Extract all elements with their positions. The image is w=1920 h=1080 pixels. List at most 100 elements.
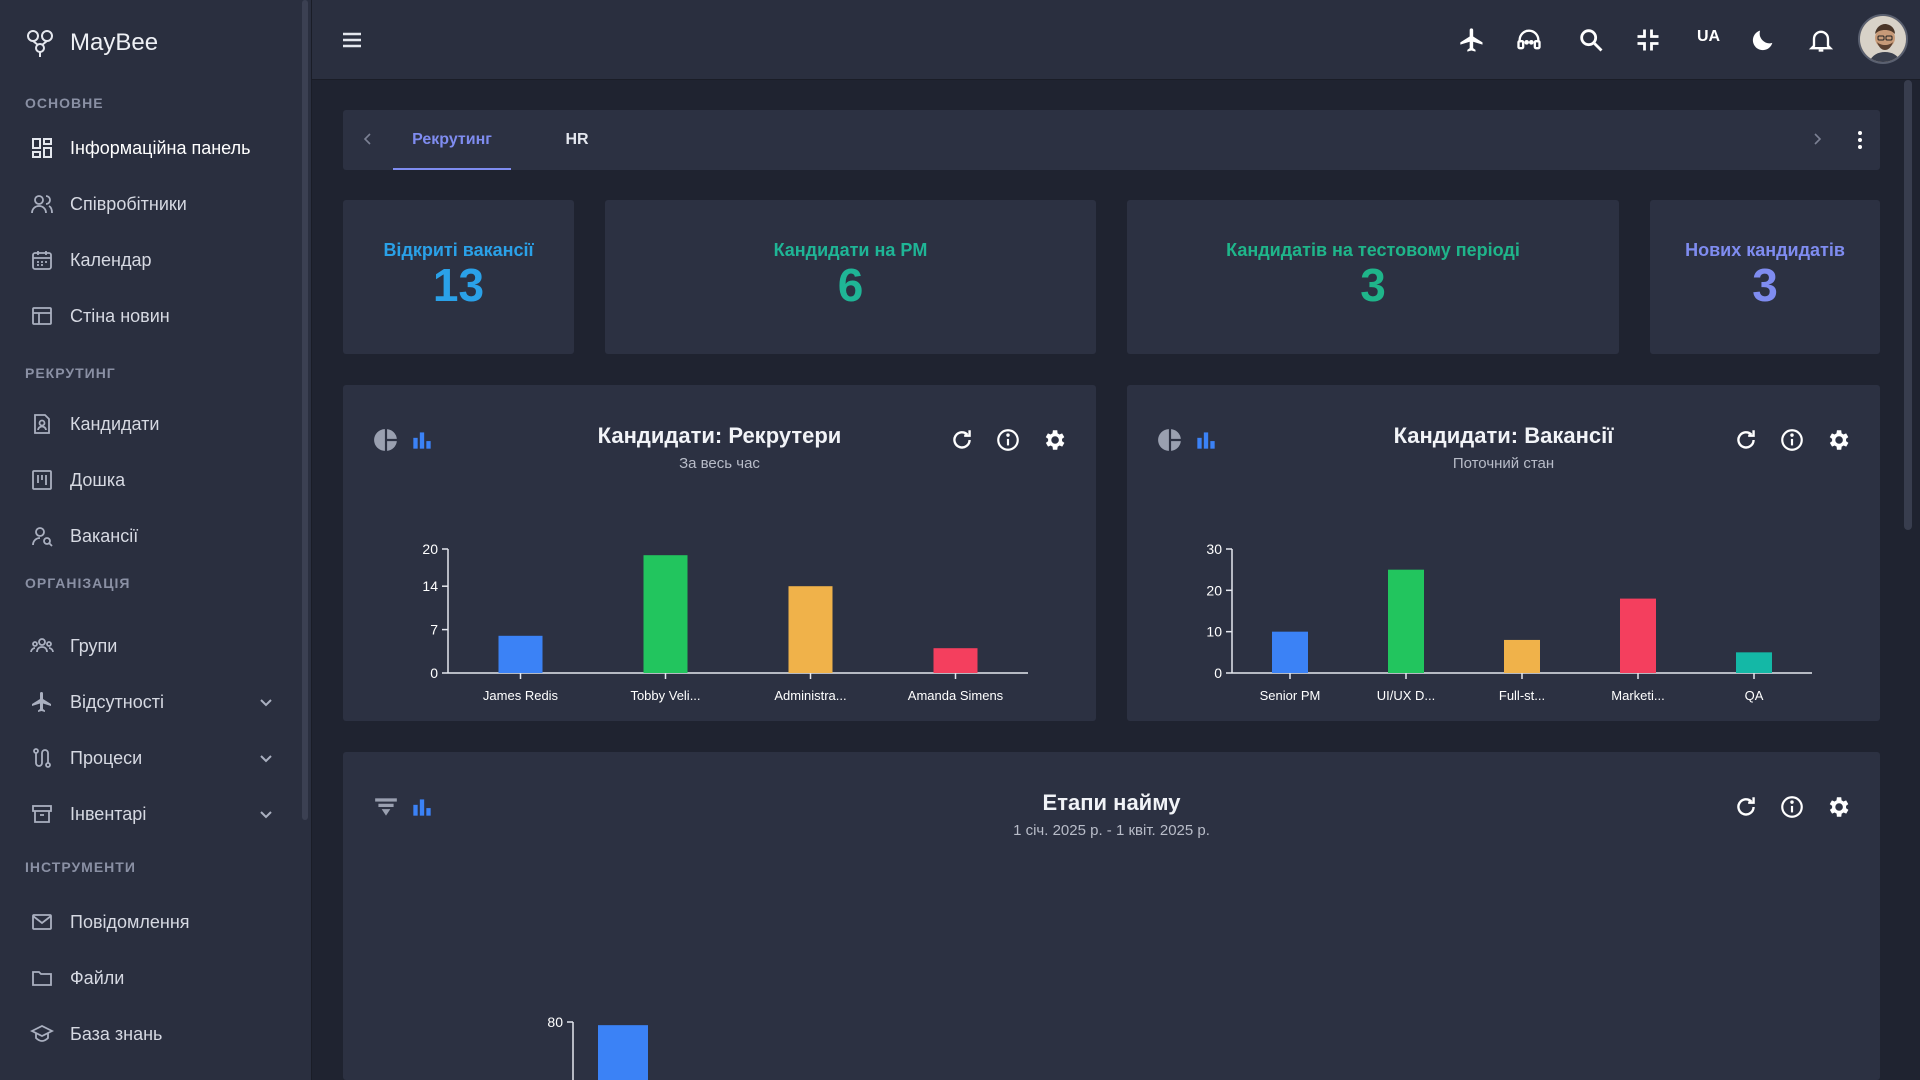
sidebar-item-files[interactable]: Файли xyxy=(0,950,311,1006)
section-organization: ОРГАНІЗАЦІЯ xyxy=(25,575,131,591)
dashboard-icon xyxy=(32,138,52,158)
info-icon[interactable] xyxy=(1779,427,1805,453)
avatar[interactable] xyxy=(1858,14,1908,64)
search-icon[interactable] xyxy=(1577,26,1605,54)
stat-value: 6 xyxy=(837,259,864,311)
calendar-icon xyxy=(32,251,52,270)
bar xyxy=(643,555,688,673)
bell-icon[interactable] xyxy=(1807,26,1835,54)
pie-chart-icon[interactable] xyxy=(1157,427,1183,453)
sidebar-item-candidates[interactable]: Кандидати xyxy=(0,396,311,452)
pie-chart-icon[interactable] xyxy=(373,427,399,453)
chevron-down-icon[interactable] xyxy=(258,750,274,766)
sidebar-item-news[interactable]: Стіна новин xyxy=(0,288,311,344)
sidebar-item-label: Кандидати xyxy=(70,413,160,434)
gear-icon[interactable] xyxy=(1825,794,1851,820)
brand[interactable]: MayBee xyxy=(0,0,311,86)
info-icon[interactable] xyxy=(1779,794,1805,820)
sidebar-item-label: Інформаційна панель xyxy=(70,137,251,158)
vacancy-search-icon xyxy=(32,527,53,547)
archive-icon xyxy=(32,805,52,823)
refresh-icon[interactable] xyxy=(949,427,975,453)
recruiters-bar-chart: 0 7 14 20 James Redis Tobby Veli... Administra… xyxy=(422,541,1028,703)
gear-icon[interactable] xyxy=(1825,427,1851,453)
bar-chart-icon[interactable] xyxy=(409,794,435,820)
sidebar-scrollbar[interactable] xyxy=(302,0,308,820)
x-tick-label: James Redis xyxy=(483,688,559,703)
refresh-icon[interactable] xyxy=(1733,794,1759,820)
sidebar-item-label: База знань xyxy=(70,1023,163,1044)
tab-hr[interactable]: HR xyxy=(565,131,589,148)
stat-value: 13 xyxy=(432,259,485,311)
x-tick-label: Tobby Veli... xyxy=(630,688,700,703)
refresh-icon[interactable] xyxy=(1733,427,1759,453)
fullscreen-exit-icon[interactable] xyxy=(1634,26,1662,54)
panel-subtitle: За весь час xyxy=(679,455,760,472)
sidebar-item-dashboard[interactable]: Інформаційна панель xyxy=(0,120,311,176)
sidebar-item-label: Співробітники xyxy=(70,193,187,214)
stat-card-new-candidates[interactable]: Нових кандидатів 3 xyxy=(1650,200,1880,354)
groups-icon xyxy=(30,638,54,653)
users-icon xyxy=(31,195,53,214)
bar xyxy=(1388,569,1424,673)
sidebar-item-absences[interactable]: Відсутності xyxy=(0,674,311,730)
sidebar: MayBee ОСНОВНЕ Інформаційна панель Співр… xyxy=(0,0,312,1080)
y-tick-label: 20 xyxy=(1206,582,1222,598)
panel-title: Кандидати: Рекрутери xyxy=(597,423,842,448)
sidebar-item-vacancies[interactable]: Вакансії xyxy=(0,508,311,564)
brand-name: MayBee xyxy=(70,29,159,56)
tab-recruiting[interactable]: Рекрутинг xyxy=(393,110,511,170)
language-switcher[interactable]: UA xyxy=(1697,28,1721,45)
moon-icon[interactable] xyxy=(1749,26,1777,54)
sidebar-item-label: Процеси xyxy=(70,747,143,768)
sidebar-item-knowledge[interactable]: База знань xyxy=(0,1006,311,1062)
x-tick-label: Administra... xyxy=(774,688,846,703)
logo-icon xyxy=(27,30,53,57)
top-bar: UA xyxy=(312,0,1920,80)
sidebar-item-board[interactable]: Дошка xyxy=(0,452,311,508)
stat-label: Кандидатів на тестовому періоді xyxy=(1226,240,1520,260)
sidebar-item-processes[interactable]: Процеси xyxy=(0,730,311,786)
more-vertical-icon[interactable] xyxy=(1848,128,1872,152)
bar-chart-icon[interactable] xyxy=(409,427,435,453)
funnel-icon[interactable] xyxy=(373,794,399,820)
sidebar-item-messages[interactable]: Повідомлення xyxy=(0,894,311,950)
airplane-icon[interactable] xyxy=(1458,26,1486,54)
tab-bar: Рекрутинг HR xyxy=(343,110,1880,170)
graduation-cap-icon xyxy=(30,1024,54,1042)
board-icon xyxy=(32,470,52,490)
y-tick-label: 80 xyxy=(547,1014,563,1030)
bar xyxy=(1504,639,1540,673)
stat-card-pm-candidates[interactable]: Кандидати на PM 6 xyxy=(605,200,1096,354)
sidebar-item-groups[interactable]: Групи xyxy=(0,618,311,674)
x-tick-label: UI/UX D... xyxy=(1377,688,1436,703)
panel-subtitle: Поточний стан xyxy=(1452,455,1555,472)
chevron-right-icon[interactable] xyxy=(1810,132,1824,146)
sidebar-item-employees[interactable]: Співробітники xyxy=(0,176,311,232)
sidebar-item-calendar[interactable]: Календар xyxy=(0,232,311,288)
y-tick-label: 14 xyxy=(422,578,438,594)
folder-icon xyxy=(32,971,52,986)
mail-icon xyxy=(32,914,52,930)
airplane-icon xyxy=(32,692,51,712)
section-main: ОСНОВНЕ xyxy=(25,95,104,111)
y-tick-label: 7 xyxy=(430,622,438,638)
menu-icon[interactable] xyxy=(338,26,366,54)
panel-subtitle: 1 січ. 2025 р. - 1 квіт. 2025 р. xyxy=(1013,822,1210,839)
page-scrollbar[interactable] xyxy=(1904,80,1912,530)
user-portrait-icon xyxy=(1860,16,1906,62)
sidebar-item-label: Інвентарі xyxy=(70,803,147,824)
gear-icon[interactable] xyxy=(1041,427,1067,453)
bar-chart-icon[interactable] xyxy=(1193,427,1219,453)
processes-icon xyxy=(33,748,51,768)
info-icon[interactable] xyxy=(995,427,1021,453)
support-agent-icon[interactable] xyxy=(1515,26,1543,54)
x-tick-label: Marketi... xyxy=(1611,688,1664,703)
stat-card-open-vacancies[interactable]: Відкриті вакансії 13 xyxy=(343,200,574,354)
chevron-left-icon[interactable] xyxy=(361,132,375,146)
stat-card-trial-candidates[interactable]: Кандидатів на тестовому періоді 3 xyxy=(1127,200,1619,354)
sidebar-item-inventory[interactable]: Інвентарі xyxy=(0,786,311,842)
stat-label: Відкриті вакансії xyxy=(383,240,534,260)
chevron-down-icon[interactable] xyxy=(258,806,274,822)
chevron-down-icon[interactable] xyxy=(258,694,274,710)
